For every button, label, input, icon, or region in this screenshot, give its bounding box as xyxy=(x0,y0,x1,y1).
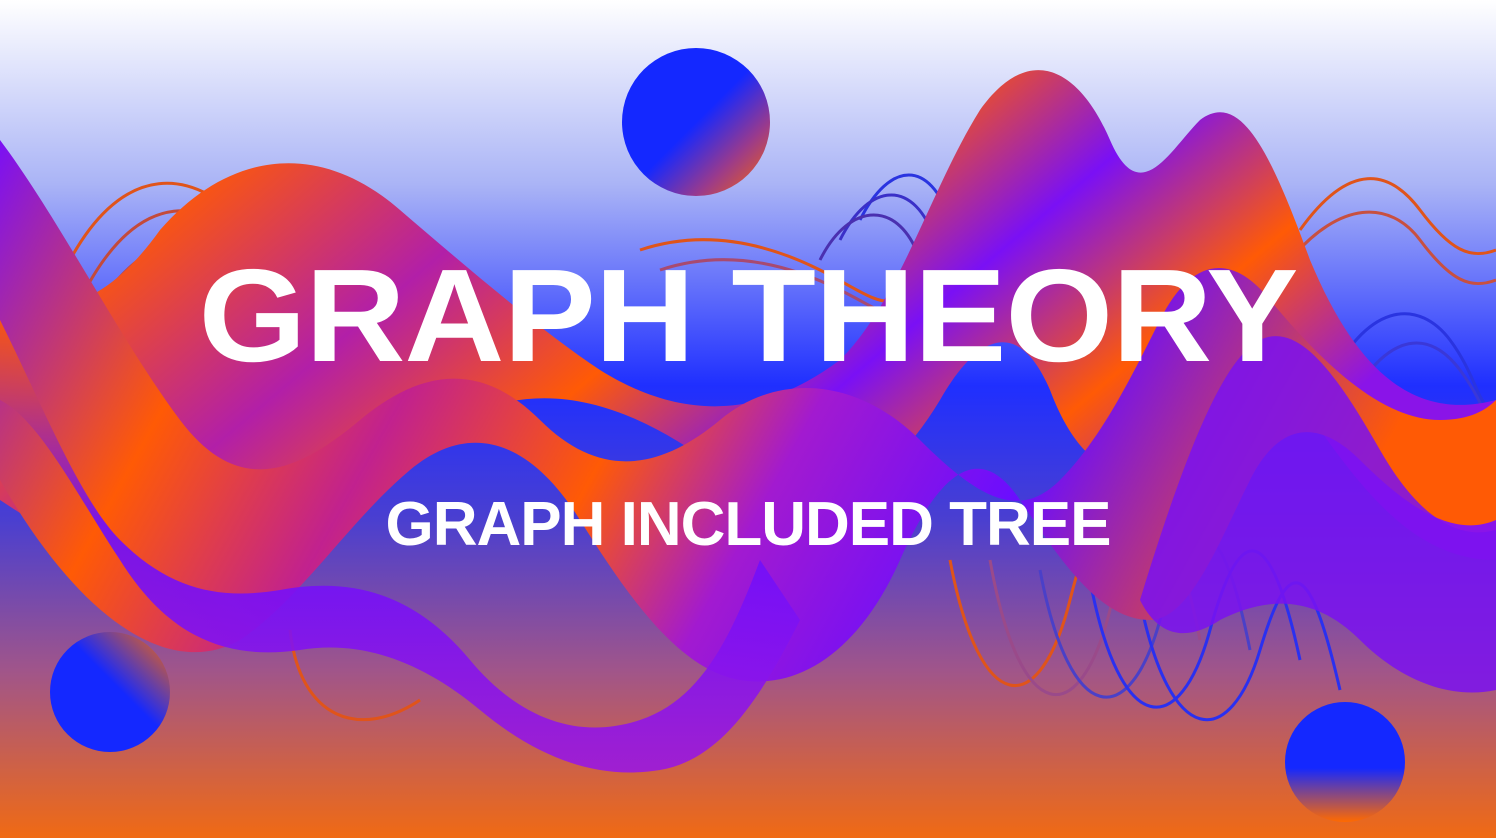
wave-ribbon-front xyxy=(0,140,1496,682)
main-title: GRAPH THEORY xyxy=(198,242,1299,389)
gradient-sphere-right xyxy=(1285,702,1405,822)
gradient-sphere-top xyxy=(622,48,770,196)
gradient-sphere-left xyxy=(50,632,170,752)
wave-ribbon-right xyxy=(1140,336,1496,693)
wave-ribbon-low xyxy=(0,320,800,773)
subtitle: GRAPH INCLUDED TREE xyxy=(385,490,1111,559)
